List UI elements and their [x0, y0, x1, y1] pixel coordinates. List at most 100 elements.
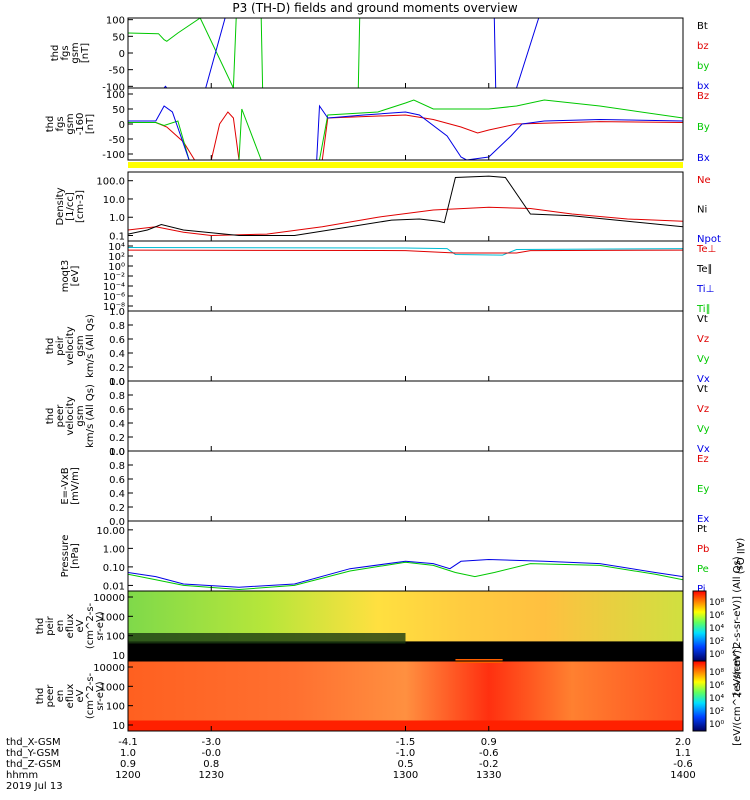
y-tick-label: 50	[112, 105, 125, 116]
x-row-value: -4.1	[118, 737, 138, 748]
spectrogram-low-energy	[128, 720, 683, 731]
y-axis-label: eflux	[65, 614, 76, 639]
y-tick-label: 10000	[93, 593, 125, 604]
legend-Pb: Pb	[697, 544, 709, 555]
y-axis-label: fgs	[60, 45, 71, 60]
series-Ne-line	[128, 206, 683, 237]
spectrogram-noise	[128, 633, 406, 644]
x-row-value: -1.0	[396, 748, 416, 759]
y-tick-label: 0.4	[109, 349, 125, 360]
y-tick-label: 1000	[100, 682, 125, 693]
y-axis-label: [mV/m]	[70, 467, 81, 505]
legend-note: (All Qs)	[734, 538, 745, 575]
x-row-value: -3.0	[201, 737, 221, 748]
y-tick-label: 0.8	[109, 321, 125, 332]
y-axis-label: thd	[35, 688, 46, 705]
y-axis-label: thd	[45, 116, 56, 133]
y-tick-label: 1.0	[109, 377, 125, 388]
y-tick-label: 100	[106, 632, 125, 643]
flag-bar	[128, 162, 683, 168]
y-axis-label: gsm	[75, 335, 86, 356]
y-axis-label: thd	[35, 618, 46, 635]
y-axis-label: [nT]	[85, 114, 96, 134]
legend-Bz: Bz	[697, 91, 709, 102]
legend-Ne: Ne	[697, 175, 711, 186]
y-tick-label: -100	[102, 82, 125, 93]
y-axis-label: velocity	[65, 396, 76, 435]
y-tick-label: 10.0	[103, 195, 125, 206]
legend-Te∥: Te∥	[696, 264, 713, 275]
y-tick-label: 100	[106, 90, 125, 101]
panel-frame	[127, 450, 684, 522]
y-tick-label: 0.0	[109, 447, 125, 458]
legend-Pe: Pe	[697, 564, 709, 575]
x-row-value: -0.2	[479, 759, 499, 770]
colorbar-tick-label: 10⁶	[709, 681, 724, 691]
y-tick-label: 0.8	[109, 391, 125, 402]
y-axis-label: moqt3	[60, 260, 71, 293]
y-tick-label: -50	[109, 66, 125, 77]
colorbar-label: [eV/(cm^2-s-sr-eV)]	[732, 646, 743, 746]
legend-Vt: Vt	[697, 314, 708, 325]
y-tick-label: 100	[106, 16, 125, 27]
legend-Vx: Vx	[697, 374, 710, 385]
y-tick-label: 1.00	[103, 544, 125, 555]
series-by-line	[128, 18, 683, 88]
y-tick-label: 0	[119, 49, 125, 60]
y-tick-label: 0.2	[109, 433, 125, 444]
y-axis-label: gsm	[65, 113, 76, 134]
y-axis-label: thd	[45, 408, 56, 425]
y-axis-label: (cm^2-s-	[85, 672, 96, 719]
date-label: 2019 Jul 13	[6, 781, 63, 792]
legend-Ni: Ni	[697, 205, 707, 216]
y-axis-label: Pressure	[60, 535, 71, 578]
legend-Ez: Ez	[697, 454, 709, 465]
y-tick-label: 0.10	[103, 563, 125, 574]
y-axis-label: eV	[75, 689, 86, 702]
y-tick-label: 0.6	[109, 335, 125, 346]
colorbar-tick-label: 10⁸	[709, 668, 724, 678]
y-tick-label: 0.2	[109, 363, 125, 374]
x-row-value: 1400	[670, 770, 695, 781]
legend-Vz: Vz	[697, 404, 709, 415]
y-tick-label: 0.8	[109, 461, 125, 472]
y-axis-label: (cm^2-s-	[85, 602, 96, 649]
y-axis-label: Density	[55, 187, 66, 225]
x-row-value: 0.8	[203, 759, 219, 770]
legend-Te⊥: Te⊥	[696, 244, 716, 255]
y-tick-label: 10⁻⁶	[103, 292, 125, 303]
legend-Ti∥: Ti∥	[696, 304, 711, 315]
y-axis-label: km/s (All Qs)	[85, 314, 96, 378]
y-axis-label: eflux	[65, 684, 76, 709]
legend-Pt: Pt	[697, 524, 707, 535]
y-tick-label: 10	[112, 721, 125, 732]
legend-Vy: Vy	[697, 354, 710, 365]
legend-bz: bz	[697, 41, 709, 52]
x-row-value: 0.5	[398, 759, 414, 770]
x-row-value: 1.1	[675, 748, 691, 759]
series-Pi-line	[128, 558, 683, 588]
y-axis-label: peir	[55, 335, 66, 355]
legend-Ti⊥: Ti⊥	[696, 284, 714, 295]
y-axis-label: thd	[50, 45, 61, 62]
y-tick-label: 1.0	[109, 307, 125, 318]
y-axis-label: thd	[45, 338, 56, 355]
y-tick-label: 0.0	[109, 517, 125, 528]
y-axis-label: en	[55, 620, 66, 633]
legend-by: by	[697, 61, 709, 72]
y-tick-label: 0.6	[109, 475, 125, 486]
y-tick-label: 10²	[108, 252, 125, 263]
y-axis-label: gsm	[70, 42, 81, 63]
x-row-label: hhmm	[6, 770, 38, 781]
legend-Bt: Bt	[697, 21, 708, 32]
spectrogram-low-energy	[128, 641, 683, 661]
x-row-value: 0.9	[120, 759, 136, 770]
y-axis-label: fgs	[55, 116, 66, 131]
y-tick-label: 0.4	[109, 419, 125, 430]
y-axis-label: sr-eV)	[95, 681, 106, 710]
x-row-value: 1200	[115, 770, 140, 781]
y-tick-label: 50	[112, 32, 125, 43]
colorbar-tick-label: 10⁶	[709, 611, 724, 621]
